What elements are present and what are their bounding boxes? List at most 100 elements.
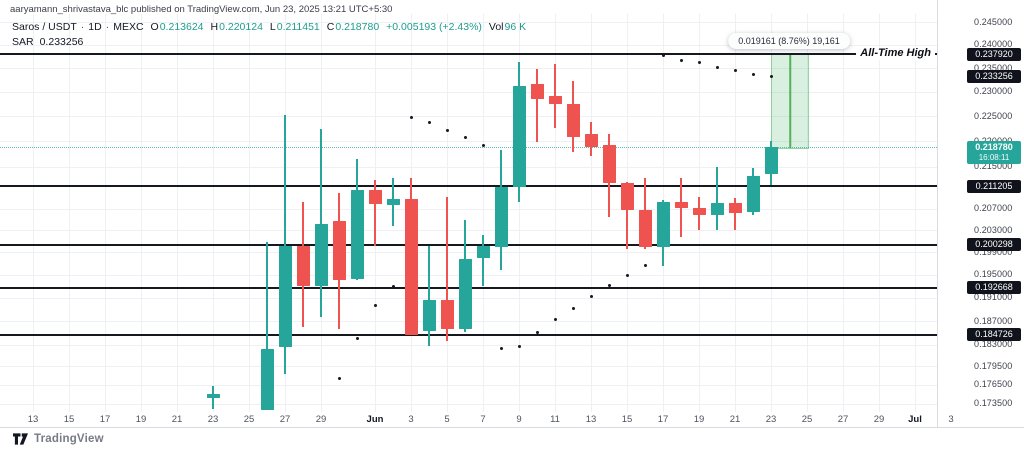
interval-label[interactable]: 1D bbox=[88, 21, 102, 33]
h-gridline bbox=[0, 166, 937, 168]
price-tick-label: 0.240000 bbox=[974, 39, 1013, 50]
tradingview-logo-text[interactable]: TradingView bbox=[34, 433, 104, 445]
v-gridline bbox=[843, 14, 844, 412]
candle[interactable] bbox=[764, 147, 778, 174]
candle[interactable] bbox=[656, 201, 670, 247]
h-gridline bbox=[0, 384, 937, 386]
time-axis[interactable]: 13 15 17 19 21 23 25 27 29 Jun 3 5 7 9 11 13 15 17 19 21 23 2… bbox=[0, 411, 1024, 427]
candle[interactable] bbox=[296, 245, 310, 287]
candle[interactable] bbox=[512, 86, 526, 188]
candle[interactable] bbox=[566, 103, 580, 137]
candle[interactable] bbox=[458, 259, 472, 330]
h-gridline bbox=[0, 116, 937, 118]
horizontal-line-drawing[interactable] bbox=[0, 333, 937, 336]
candle[interactable] bbox=[710, 202, 724, 215]
time-tick-label: 15 bbox=[63, 414, 75, 425]
v-gridline bbox=[249, 14, 250, 412]
sar-dot bbox=[607, 283, 611, 287]
candle[interactable] bbox=[476, 246, 490, 259]
h-gridline bbox=[0, 44, 937, 46]
price-tick-label: 0.176500 bbox=[974, 379, 1013, 390]
ohlc-low: L 0.211451 bbox=[269, 21, 320, 33]
candle[interactable] bbox=[332, 221, 346, 280]
ohlc-open: O 0.213624 bbox=[150, 21, 204, 33]
price-badge: 0.200298 bbox=[967, 238, 1021, 252]
v-gridline bbox=[879, 14, 880, 412]
candle[interactable] bbox=[638, 209, 652, 247]
candle[interactable] bbox=[368, 189, 382, 204]
v-gridline bbox=[69, 14, 70, 412]
candle[interactable] bbox=[278, 245, 292, 348]
all-time-high-label[interactable]: All-Time High bbox=[856, 47, 935, 61]
candle[interactable] bbox=[404, 198, 418, 335]
footer-bar: TradingView bbox=[0, 428, 1024, 450]
current-price-line bbox=[0, 147, 937, 149]
sar-dot bbox=[589, 295, 593, 299]
price-tick-label: 0.215000 bbox=[974, 161, 1013, 172]
sar-dot bbox=[535, 330, 539, 334]
candle[interactable] bbox=[692, 208, 706, 215]
candle[interactable] bbox=[584, 133, 598, 147]
divider bbox=[0, 427, 1024, 428]
candle[interactable] bbox=[494, 187, 508, 247]
candle-wick bbox=[266, 242, 268, 411]
sar-dot bbox=[661, 54, 665, 58]
h-gridline bbox=[0, 230, 937, 232]
sar-dot bbox=[571, 306, 575, 310]
sar-indicator-value: 0.233256 bbox=[39, 36, 84, 48]
sar-dot bbox=[751, 72, 755, 76]
price-badge: 0.237920 bbox=[967, 47, 1021, 61]
candle[interactable] bbox=[260, 349, 274, 410]
candle[interactable] bbox=[422, 300, 436, 332]
time-tick-label: 21 bbox=[729, 414, 741, 425]
horizontal-line-drawing[interactable] bbox=[0, 243, 937, 246]
published-attribution: aaryamann_shrivastava_blc published on T… bbox=[10, 4, 393, 15]
price-tick-label: 0.220000 bbox=[974, 136, 1012, 147]
h-gridline bbox=[0, 68, 937, 70]
sar-dot bbox=[643, 263, 647, 267]
price-range-drawing[interactable] bbox=[771, 54, 809, 150]
v-gridline bbox=[105, 14, 106, 412]
price-tick-label: 0.207000 bbox=[974, 203, 1013, 214]
candle[interactable] bbox=[728, 202, 742, 214]
v-gridline bbox=[177, 14, 178, 412]
price-axis[interactable]: 0.245000 0.240000 0.235000 0.230000 0.225000… bbox=[937, 0, 1024, 427]
sar-dot bbox=[427, 121, 431, 125]
candle[interactable] bbox=[674, 201, 688, 208]
candle[interactable] bbox=[386, 198, 400, 206]
time-tick-label: 3 bbox=[408, 414, 414, 425]
candle[interactable] bbox=[314, 223, 328, 287]
sar-indicator-row[interactable]: SAR 0.233256 bbox=[12, 36, 526, 48]
candle[interactable] bbox=[440, 300, 454, 330]
time-tick-label: 9 bbox=[516, 414, 522, 425]
h-gridline bbox=[0, 22, 937, 23]
v-gridline bbox=[213, 14, 214, 412]
candle[interactable] bbox=[350, 189, 364, 279]
time-tick-label: 27 bbox=[837, 414, 849, 425]
time-tick-label: 29 bbox=[873, 414, 885, 425]
horizontal-line-drawing[interactable] bbox=[0, 53, 937, 56]
symbol-title[interactable]: Saros / USDT bbox=[12, 21, 77, 33]
h-gridline bbox=[0, 252, 937, 254]
candle[interactable] bbox=[548, 95, 562, 104]
horizontal-line-drawing[interactable] bbox=[0, 185, 937, 188]
sar-dot bbox=[463, 136, 467, 140]
candle[interactable] bbox=[602, 144, 616, 183]
candle-wick bbox=[482, 234, 484, 287]
candle[interactable] bbox=[206, 394, 220, 399]
sar-dot bbox=[445, 129, 449, 133]
chart-area[interactable]: 0.019161 (8.76%) 19,161 All-Time High 0.… bbox=[0, 0, 1024, 427]
tradingview-logo-icon[interactable] bbox=[13, 432, 28, 446]
price-chart-plot[interactable] bbox=[0, 0, 937, 427]
candle[interactable] bbox=[620, 182, 634, 210]
time-tick-label: 7 bbox=[480, 414, 486, 425]
candle-wick bbox=[536, 68, 538, 143]
price-tick-label: 0.173500 bbox=[974, 398, 1013, 409]
sar-dot bbox=[499, 347, 503, 351]
price-badge-value: 0.233256 bbox=[975, 70, 1013, 81]
candle[interactable] bbox=[746, 175, 760, 213]
time-tick-label: 15 bbox=[621, 414, 633, 425]
candle[interactable] bbox=[530, 83, 544, 99]
time-tick-label: 25 bbox=[801, 414, 813, 425]
time-tick-label: 19 bbox=[135, 414, 147, 425]
